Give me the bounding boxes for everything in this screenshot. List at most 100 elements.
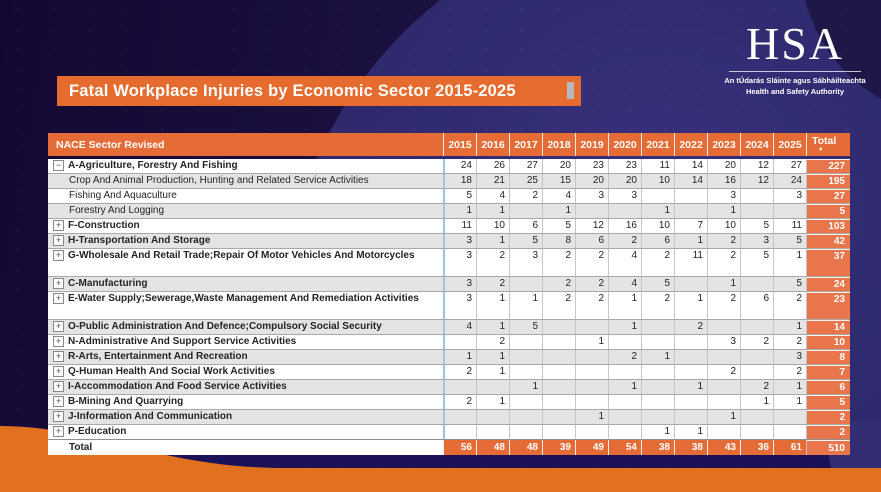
value-cell: 3 [773,350,806,364]
year-column-header[interactable]: 2019 [575,133,608,156]
value-cell: 14 [674,159,707,173]
expand-icon[interactable]: + [53,366,64,377]
value-cell [740,365,773,379]
value-cell [707,380,740,394]
value-cell: 6 [575,234,608,248]
value-cell: 24 [773,174,806,188]
year-column-header[interactable]: 2021 [641,133,674,156]
total-value-cell: 54 [608,440,641,455]
title-scrollbar-thumb[interactable] [567,82,574,99]
value-cell: 3 [443,234,476,248]
year-column-header[interactable]: 2017 [509,133,542,156]
year-column-header[interactable]: 2022 [674,133,707,156]
value-cell: 10 [641,174,674,188]
value-cell: 2 [443,365,476,379]
value-cell: 1 [542,204,575,218]
sector-row: + R-Arts, Entertainment And Recreation 1 1 2… [48,349,850,364]
value-cell: 5 [641,277,674,291]
row-label: I-Accommodation And Food Service Activit… [68,381,287,392]
total-column-header[interactable]: Total ▼ [806,133,850,156]
year-column-header[interactable]: 2023 [707,133,740,156]
value-cell: 1 [674,380,707,394]
value-cell: 2 [608,234,641,248]
row-label-cell: + P-Education [48,425,443,439]
expand-icon[interactable]: + [53,396,64,407]
value-cell [509,350,542,364]
row-label-cell: + E-Water Supply;Sewerage,Waste Managemen… [48,292,443,319]
total-value-cell: 38 [674,440,707,455]
row-label-cell: + N-Administrative And Support Service Ac… [48,335,443,349]
value-cell: 2 [476,335,509,349]
year-column-header[interactable]: 2025 [773,133,806,156]
row-label: Forestry And Logging [69,205,165,216]
year-column-header[interactable]: 2018 [542,133,575,156]
value-cell: 2 [641,292,674,319]
value-cell: 1 [773,320,806,334]
value-cell: 26 [476,159,509,173]
sector-row: + E-Water Supply;Sewerage,Waste Managemen… [48,291,850,319]
value-cell [476,425,509,439]
value-cell: 1 [575,335,608,349]
expand-icon[interactable]: + [53,293,64,304]
expand-icon[interactable]: + [53,321,64,332]
year-column-header[interactable]: 2024 [740,133,773,156]
expand-icon[interactable]: + [53,351,64,362]
expand-icon[interactable]: + [53,381,64,392]
value-cell [641,189,674,203]
row-label-cell: + I-Accommodation And Food Service Activi… [48,380,443,394]
value-cell: 10 [476,219,509,233]
expand-icon[interactable]: + [53,235,64,246]
value-cell: 1 [608,320,641,334]
value-cell: 1 [707,277,740,291]
row-total-cell: 27 [806,189,850,203]
value-cell [674,335,707,349]
nace-sector-column-header[interactable]: NACE Sector Revised [48,133,443,156]
value-cell: 14 [674,174,707,188]
value-cell: 3 [707,335,740,349]
value-cell: 2 [740,335,773,349]
row-total-cell: 10 [806,335,850,349]
row-total-cell: 24 [806,277,850,291]
value-cell [674,365,707,379]
sector-row: + N-Administrative And Support Service Ac… [48,334,850,349]
row-total-cell: 14 [806,320,850,334]
value-cell [740,425,773,439]
hsa-logo-english-name: Health and Safety Authority [745,86,845,96]
value-cell: 10 [707,219,740,233]
row-label: O-Public Administration And Defence;Comp… [68,321,382,332]
row-total-cell: 5 [806,204,850,218]
collapse-icon[interactable]: − [53,160,64,171]
expand-icon[interactable]: + [53,220,64,231]
value-cell: 3 [740,234,773,248]
row-total-cell: 195 [806,174,850,188]
hsa-logo: HSA An tÚdarás Sláinte agus Sábháilteach… [705,20,881,98]
value-cell: 16 [608,219,641,233]
value-cell: 2 [707,249,740,276]
value-cell [707,350,740,364]
year-column-header[interactable]: 2016 [476,133,509,156]
expand-icon[interactable]: + [53,250,64,261]
expand-icon[interactable]: + [53,426,64,437]
value-cell [443,410,476,424]
injuries-table: NACE Sector Revised 2015 2016 2017 2018 2019 2… [48,133,850,455]
total-value-cell: 48 [476,440,509,455]
expand-icon[interactable]: + [53,336,64,347]
value-cell: 1 [476,292,509,319]
value-cell [740,204,773,218]
value-cell [641,410,674,424]
value-cell [443,335,476,349]
year-column-header[interactable]: 2020 [608,133,641,156]
value-cell [740,320,773,334]
value-cell: 3 [707,189,740,203]
expand-icon[interactable]: + [53,411,64,422]
value-cell: 1 [443,350,476,364]
value-cell [641,395,674,409]
sector-row: + J-Information And Communication 1 1 2 [48,409,850,424]
value-cell: 2 [542,292,575,319]
value-cell: 11 [641,159,674,173]
sector-row: + I-Accommodation And Food Service Activi… [48,379,850,394]
year-column-header[interactable]: 2015 [443,133,476,156]
expand-icon[interactable]: + [53,278,64,289]
value-cell [773,410,806,424]
value-cell: 5 [773,277,806,291]
